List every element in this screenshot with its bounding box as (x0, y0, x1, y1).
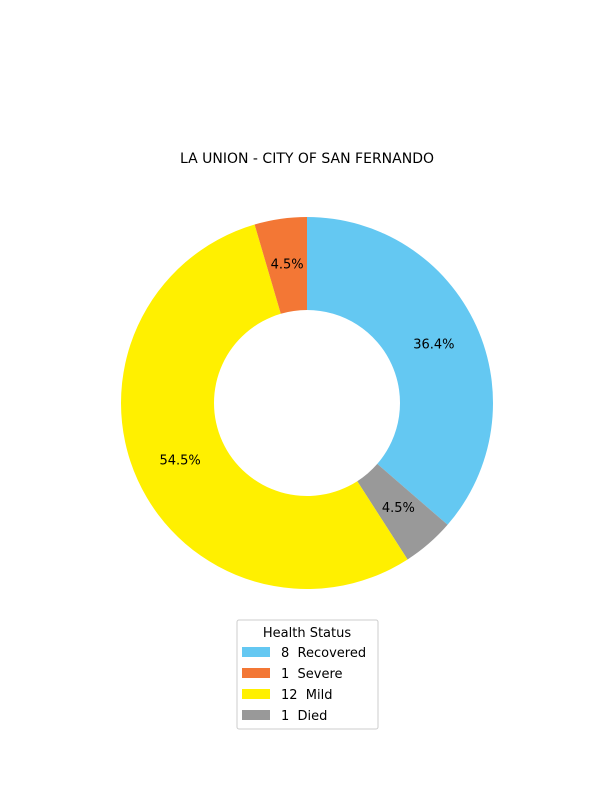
slice-label-severe: 4.5% (271, 257, 304, 272)
slice-label-recovered: 36.4% (413, 338, 454, 353)
slice-label-mild: 54.5% (159, 453, 200, 468)
slice-severe (254, 217, 307, 314)
legend-swatch-severe (242, 668, 270, 678)
legend-label-mild: 12 Mild (281, 688, 333, 703)
slice-mild (120, 224, 408, 590)
slices-group (120, 217, 493, 590)
legend-label-severe: 1 Severe (281, 667, 343, 682)
legend-swatch-mild (242, 689, 270, 699)
slice-recovered (307, 217, 493, 525)
legend-title: Health Status (263, 626, 351, 641)
legend-label-recovered: 8 Recovered (281, 646, 366, 661)
slice-label-died: 4.5% (382, 501, 415, 516)
legend-box (236, 619, 379, 730)
chart-title: LA UNION - CITY OF SAN FERNANDO (180, 151, 434, 167)
legend-swatch-died (242, 710, 270, 720)
legend: Health Status 8 Recovered 1 Severe 12 Mild… (236, 619, 379, 730)
slice-died (357, 463, 448, 560)
labels-group: 36.4% 4.5% 54.5% 4.5% (159, 257, 454, 516)
legend-label-died: 1 Died (281, 709, 327, 724)
legend-swatch-recovered (242, 647, 270, 657)
